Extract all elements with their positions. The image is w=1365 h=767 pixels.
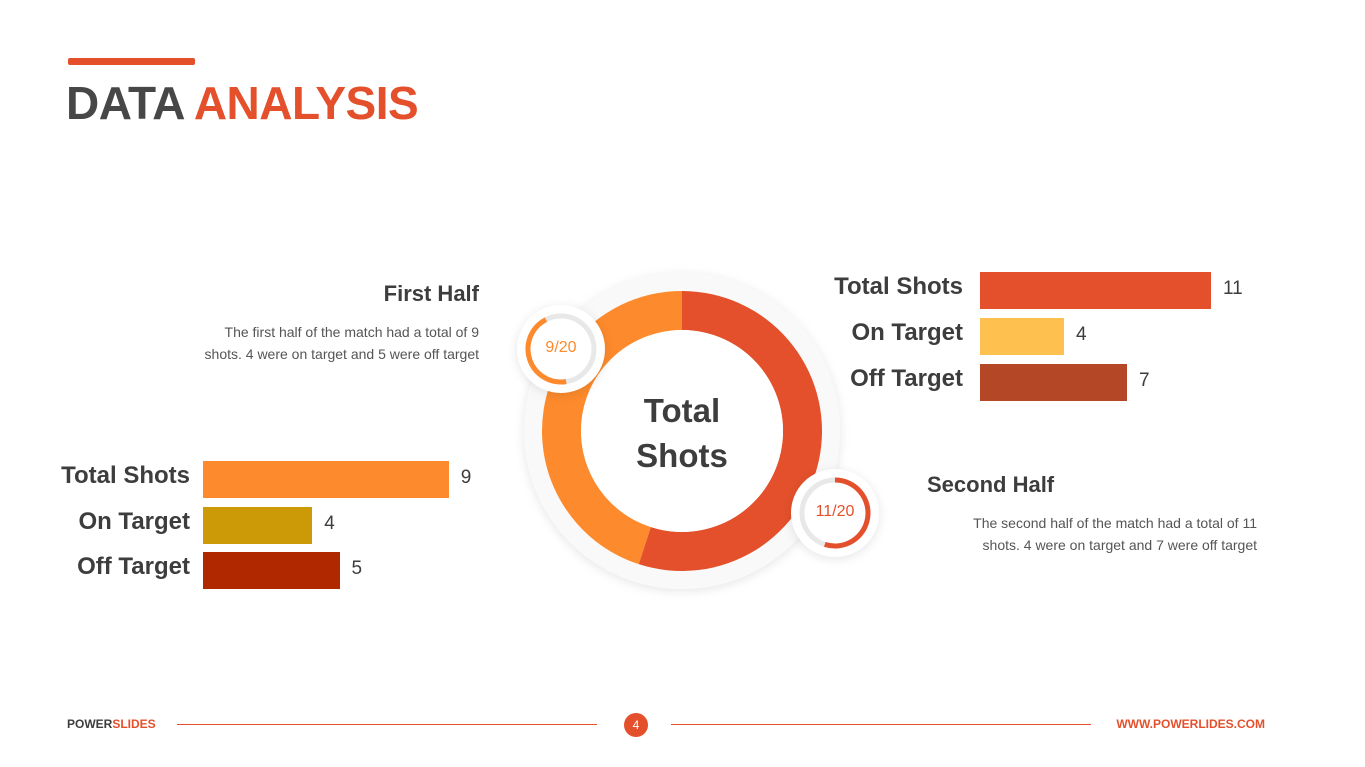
first-half-value-total-shots: 9	[460, 467, 472, 488]
second-half-bar-off-target	[980, 364, 1127, 401]
first-half-label-total-shots: Total Shots	[61, 462, 190, 489]
first-half-bar-off-target	[203, 552, 340, 589]
footer-website-link[interactable]: WWW.POWERLIDES.COM	[1116, 717, 1265, 731]
first-half-desc-line2: shots. 4 were on target and 5 were off t…	[204, 346, 479, 362]
donut-slice-second-half	[638, 291, 823, 571]
second-half-heading: Second Half	[927, 472, 1055, 497]
first-half-value-on-target: 4	[324, 513, 335, 534]
second-half-desc-line2: shots. 4 were on target and 7 were off t…	[982, 537, 1257, 553]
title-word-analysis: ANALYSIS	[193, 77, 419, 129]
second-half-desc-line1: The second half of the match had a total…	[973, 515, 1257, 531]
footer-brand-slides: SLIDES	[112, 717, 156, 731]
page-number-badge: 4	[624, 713, 648, 737]
footer-brand-power: POWER	[67, 717, 113, 731]
first-half-value-off-target: 5	[351, 558, 363, 579]
donut-center-line2: Shots	[636, 437, 728, 474]
second-half-badge-label: 11/20	[815, 503, 855, 520]
first-half-label-off-target: Off Target	[77, 553, 190, 580]
first-half-description: The first half of the match had a total …	[205, 321, 479, 365]
first-half-badge-arc	[525, 317, 567, 385]
title-word-data: DATA	[66, 77, 184, 129]
donut-hole	[581, 330, 783, 532]
title-accent-bar	[68, 58, 195, 65]
donut-center-label: Total Shots	[600, 388, 764, 478]
first-half-heading: First Half	[383, 281, 479, 306]
second-half-value-off-target: 7	[1139, 370, 1150, 391]
second-half-bar-on-target	[980, 318, 1064, 355]
page-title: DATA ANALYSIS	[66, 76, 419, 130]
donut-center-line1: Total	[643, 392, 721, 429]
first-half-badge-label: 9/20	[545, 339, 577, 356]
first-half-bar-total-shots	[203, 461, 449, 498]
second-half-value-on-target: 4	[1076, 324, 1087, 345]
second-half-bar-total-shots	[980, 272, 1211, 309]
second-half-label-on-target: On Target	[851, 319, 963, 346]
second-half-description: The second half of the match had a total…	[973, 512, 1257, 556]
footer-brand: POWERSLIDES	[67, 717, 156, 731]
second-half-label-total-shots: Total Shots	[834, 273, 963, 300]
second-half-value-total-shots: 11	[1223, 278, 1243, 299]
second-half-badge-arc	[824, 477, 871, 549]
footer-divider-right	[671, 724, 1091, 725]
second-half-label-off-target: Off Target	[850, 365, 963, 392]
first-half-bar-on-target	[203, 507, 313, 544]
first-half-desc-line1: The first half of the match had a total …	[224, 324, 479, 340]
footer-divider-left	[177, 724, 597, 725]
first-half-label-on-target: On Target	[78, 508, 190, 535]
